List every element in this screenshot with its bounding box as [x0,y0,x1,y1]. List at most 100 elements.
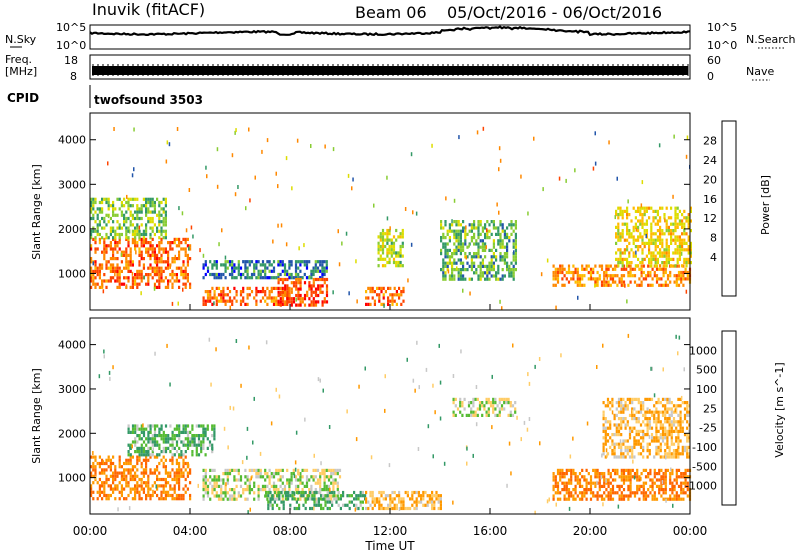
power-cell [231,269,234,273]
velocity-cell [361,494,364,498]
velocity-cell [661,480,664,484]
velocity-cell [288,488,291,492]
power-cell [652,251,655,255]
power-cell [235,293,238,297]
power-cell [286,287,289,291]
velocity-cell [175,440,179,444]
power-cell [448,274,451,278]
velocity-cell [169,484,172,488]
velocity-cell [138,446,141,450]
power-cell [140,250,143,254]
velocity-cell [498,410,501,414]
power-cell [488,268,491,272]
power-cell [182,247,185,251]
power-cell [651,277,654,281]
velocity-cell [585,478,588,482]
velocity-cell [657,449,660,453]
power-cell [451,255,454,259]
velocity-cell [664,452,667,456]
power-cell [681,213,684,217]
power-cell [103,257,106,261]
velocity-cell [625,494,628,498]
velocity-cell [330,472,333,476]
velocity-cell [602,442,605,446]
velocity-cell [626,407,629,411]
velocity-colorbar-tick: 25 [703,402,717,415]
velocity-cell [158,434,161,438]
velocity-cell [266,475,269,479]
velocity-cell [178,437,181,441]
power-cell [656,238,659,242]
power-cell [136,241,139,245]
velocity-cell [173,437,176,441]
velocity-cell [287,497,290,501]
power-cell [268,290,271,294]
velocity-cell [626,420,629,424]
velocity-cell [686,488,689,492]
velocity-cell [631,426,634,430]
velocity-cell [653,393,656,398]
power-cell [390,248,393,252]
velocity-cell [554,484,557,488]
power-cell [658,277,661,281]
power-cell [649,274,652,278]
power-cell [264,266,267,270]
velocity-cell [415,506,418,511]
velocity-cell [162,461,165,466]
velocity-cell [371,500,374,504]
power-cell [486,268,489,272]
velocity-cell [138,453,141,457]
power-cell [444,223,447,227]
velocity-cell [670,439,673,443]
power-cell [253,266,256,270]
power-cell [608,140,610,145]
velocity-cell [359,503,362,507]
power-cell [160,229,163,233]
velocity-cell [127,461,130,466]
velocity-cell [592,468,595,472]
velocity-cell [617,417,621,421]
velocity-cell [628,436,632,440]
power-cell [310,272,313,277]
power-cell [607,283,610,287]
velocity-cell [162,437,165,441]
power-cell [284,284,287,288]
power-cell [637,235,640,239]
power-cell [470,226,473,230]
power-cell [670,206,673,210]
velocity-cell [175,450,179,454]
power-cell [386,235,389,239]
power-cell [237,272,240,277]
velocity-cell [389,494,392,498]
velocity-cell [628,449,632,453]
velocity-cell [364,494,367,498]
power-cell [321,300,324,304]
velocity-cell [327,468,331,472]
velocity-cell [336,494,339,498]
power-cell [645,241,648,245]
power-cell [687,219,690,223]
power-cell [365,290,368,294]
power-cell [103,250,106,254]
velocity-cell [459,401,462,405]
velocity-cell [677,420,680,424]
power-cell [503,236,506,240]
power-cell [615,225,618,229]
velocity-cell [452,397,455,401]
power-cell [641,222,644,226]
velocity-cell [606,420,610,424]
power-cell [497,232,500,236]
velocity-cell [380,503,383,507]
velocity-cell [679,404,682,408]
power-cell [125,220,128,224]
power-cell [628,213,631,217]
power-cell [294,263,298,267]
power-cell [211,266,214,270]
velocity-cell [273,500,276,504]
power-cell [149,253,152,257]
power-cell [661,241,664,245]
power-cell [127,204,130,208]
power-cell [103,197,106,201]
power-cell [619,235,622,239]
power-cell [479,255,482,259]
